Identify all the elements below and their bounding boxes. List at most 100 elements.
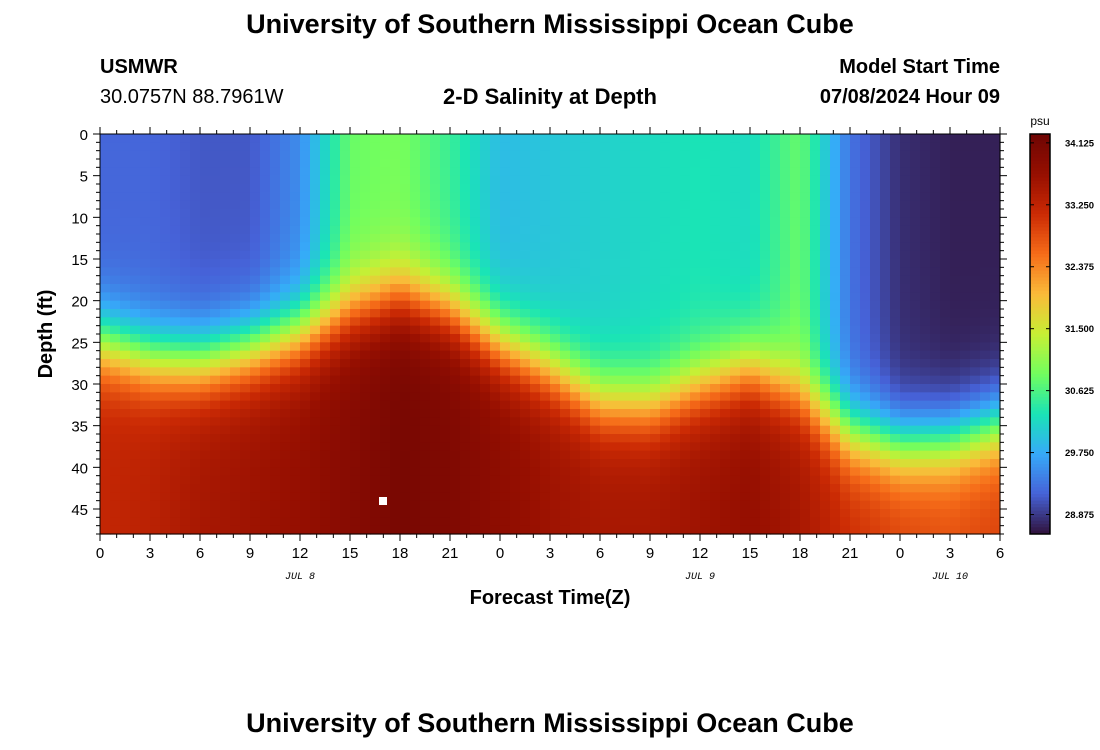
heatmap-cell [870,367,881,377]
heatmap-cell [670,450,681,460]
heatmap-cell [330,342,341,352]
heatmap-cell [360,442,371,452]
heatmap-cell [190,484,201,493]
heatmap-cell [330,175,341,185]
heatmap-cell [470,209,481,218]
heatmap-cell [100,475,111,485]
heatmap-cell [270,392,281,402]
heatmap-cell [550,442,561,452]
heatmap-cell [520,200,531,210]
heatmap-cell [150,292,161,302]
heatmap-cell [770,167,781,177]
heatmap-cell [620,359,631,368]
colorbar-segment [1030,467,1050,472]
heatmap-cell [330,234,341,243]
heatmap-cell [510,184,521,193]
heatmap-cell [850,159,861,168]
heatmap-cell [300,367,311,377]
heatmap-cell [550,434,561,443]
heatmap-cell [740,400,751,410]
colorbar-segment [1030,334,1050,338]
heatmap-cell [460,392,471,402]
heatmap-cell [460,467,471,477]
heatmap-cell [760,400,771,410]
heatmap-cell [540,384,551,393]
heatmap-cell [840,475,851,485]
heatmap-cell [700,259,711,268]
heatmap-cell [190,192,201,202]
heatmap-cell [620,325,631,335]
heatmap-cell [420,350,431,360]
heatmap-cell [130,309,141,318]
heatmap-cell [660,409,671,418]
heatmap-cell [910,359,921,368]
heatmap-cell [840,350,851,360]
heatmap-cell [590,484,601,493]
heatmap-cell [330,517,341,527]
heatmap-cell [570,142,581,152]
heatmap-cell [490,200,501,210]
heatmap-cell [270,434,281,443]
heatmap-cell [150,417,161,427]
heatmap-cell [410,492,421,502]
heatmap-cell [540,309,551,318]
heatmap-cell [780,184,791,193]
heatmap-cell [880,517,891,527]
heatmap-cell [490,417,501,427]
heatmap-cell [150,325,161,335]
heatmap-cell [920,450,931,460]
heatmap-cell [760,509,771,518]
heatmap-cell [760,317,771,327]
heatmap-cell [570,200,581,210]
heatmap-cell [540,367,551,377]
heatmap-cell [210,392,221,402]
heatmap-cell [540,150,551,160]
heatmap-cell [750,459,761,468]
heatmap-cell [770,309,781,318]
heatmap-cell [220,200,231,210]
heatmap-cell [230,334,241,343]
heatmap-cell [750,309,761,318]
heatmap-cell [110,467,121,477]
heatmap-cell [200,275,211,285]
heatmap-cell [900,384,911,393]
heatmap-cell [680,517,691,527]
colorbar-segment [1030,167,1050,172]
heatmap-cell [520,459,531,468]
heatmap-cell [240,484,251,493]
heatmap-cell [520,467,531,477]
heatmap-cell [430,467,441,477]
heatmap-cell [230,359,241,368]
heatmap-cell [320,325,331,335]
heatmap-cell [440,492,451,502]
heatmap-cell [880,250,891,260]
heatmap-cell [380,417,391,427]
heatmap-cell [990,442,1001,452]
heatmap-cell [370,450,381,460]
heatmap-cell [770,467,781,477]
heatmap-cell [210,467,221,477]
heatmap-cell [590,267,601,277]
heatmap-cell [970,134,981,143]
heatmap-cell [340,325,351,335]
heatmap-cell [540,275,551,285]
heatmap-cell [170,525,181,535]
heatmap-cell [160,384,171,393]
heatmap-cell [690,225,701,235]
heatmap-cell [190,467,201,477]
heatmap-cell [220,159,231,168]
heatmap-cell [170,317,181,327]
heatmap-cell [710,259,721,268]
heatmap-cell [280,425,291,435]
heatmap-cell [600,175,611,185]
heatmap-cell [600,475,611,485]
heatmap-cell [640,342,651,352]
heatmap-cell [700,450,711,460]
heatmap-cell [790,334,801,343]
heatmap-cell [900,159,911,168]
heatmap-cell [220,209,231,218]
heatmap-cell [360,142,371,152]
heatmap-cell [290,517,301,527]
heatmap-cell [760,367,771,377]
heatmap-cell [310,525,321,535]
